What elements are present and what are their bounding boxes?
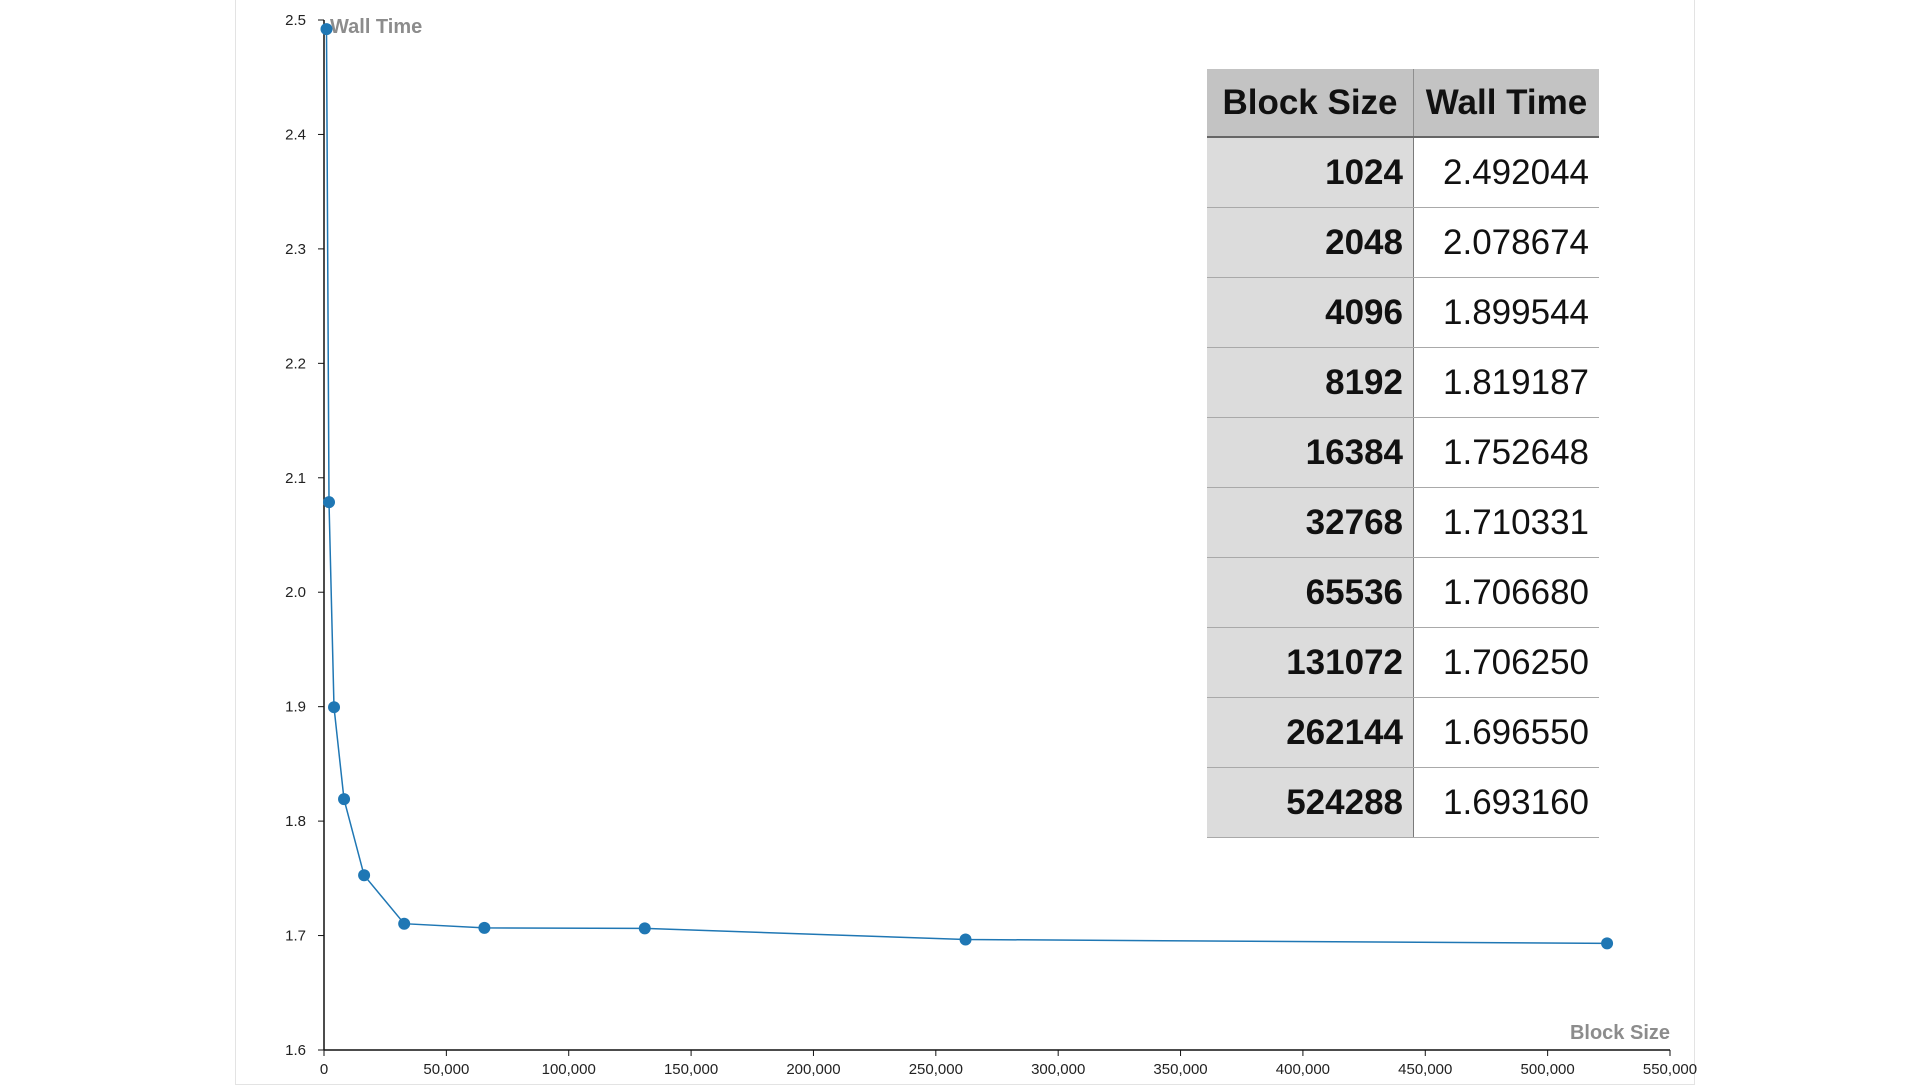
wall-time-cell: 1.693160 (1413, 767, 1599, 838)
wall-time-cell: 1.899544 (1413, 277, 1599, 348)
x-tick-label: 400,000 (1276, 1061, 1330, 1078)
y-axis-title: Wall Time (330, 16, 422, 38)
data-point (358, 869, 371, 882)
table-row: 16384 1.752648 (1207, 417, 1599, 488)
table-header-row: Block Size Wall Time (1207, 69, 1599, 138)
wall-time-cell: 1.706250 (1413, 627, 1599, 698)
y-tick-label: 2.5 (285, 12, 306, 29)
x-tick-label: 500,000 (1521, 1061, 1575, 1078)
x-tick-label: 450,000 (1398, 1061, 1452, 1078)
block-size-cell: 524288 (1207, 767, 1414, 838)
block-size-cell: 1024 (1207, 137, 1414, 208)
block-size-cell: 4096 (1207, 277, 1414, 348)
table-row: 1024 2.492044 (1207, 137, 1599, 208)
data-point (320, 23, 333, 36)
y-tick-label: 2.4 (285, 126, 306, 143)
table-row: 262144 1.696550 (1207, 697, 1599, 768)
block-size-cell: 16384 (1207, 417, 1414, 488)
x-tick-label: 100,000 (542, 1061, 596, 1078)
table-row: 65536 1.706680 (1207, 557, 1599, 628)
wall-time-cell: 1.710331 (1413, 487, 1599, 558)
y-axis: 1.6 1.7 1.8 1.9 2.0 2.1 2.2 2.3 2.4 2.5 (285, 12, 325, 1059)
wall-time-cell: 1.696550 (1413, 697, 1599, 768)
table-row: 2048 2.078674 (1207, 207, 1599, 278)
data-point (638, 922, 651, 935)
y-tick-label: 2.3 (285, 241, 306, 258)
block-size-cell: 65536 (1207, 557, 1414, 628)
x-axis: 0 50,000 100,000 150,000 200,000 250,000 300,0… (320, 1049, 1697, 1078)
block-size-cell: 2048 (1207, 207, 1414, 278)
x-axis-title: Block Size (1570, 1022, 1670, 1044)
x-tick-label: 200,000 (786, 1061, 840, 1078)
block-size-cell: 8192 (1207, 347, 1414, 418)
y-tick-label: 1.7 (285, 928, 306, 945)
data-point (1601, 937, 1614, 950)
y-tick-label: 1.9 (285, 699, 306, 716)
data-point (338, 793, 351, 806)
wall-time-cell: 2.492044 (1413, 137, 1599, 208)
data-point (478, 921, 491, 934)
y-tick-label: 1.8 (285, 813, 306, 830)
wall-time-cell: 1.752648 (1413, 417, 1599, 488)
block-size-cell: 131072 (1207, 627, 1414, 698)
x-tick-label: 50,000 (423, 1061, 469, 1078)
y-tick-label: 2.1 (285, 470, 306, 487)
column-header-block-size: Block Size (1207, 69, 1414, 138)
series-points-group (320, 23, 1614, 950)
x-tick-label: 550,000 (1643, 1061, 1697, 1078)
data-table: Block Size Wall Time 1024 2.492044 2048 2.… (1207, 69, 1599, 838)
x-tick-label: 0 (320, 1061, 328, 1078)
table-row: 32768 1.710331 (1207, 487, 1599, 558)
wall-time-cell: 1.706680 (1413, 557, 1599, 628)
x-tick-label: 250,000 (909, 1061, 963, 1078)
table-row: 131072 1.706250 (1207, 627, 1599, 698)
y-tick-label: 1.6 (285, 1042, 306, 1059)
wall-time-cell: 1.819187 (1413, 347, 1599, 418)
y-tick-label: 2.0 (285, 584, 306, 601)
block-size-cell: 262144 (1207, 697, 1414, 768)
table-row: 524288 1.693160 (1207, 767, 1599, 838)
x-tick-label: 150,000 (664, 1061, 718, 1078)
column-header-wall-time: Wall Time (1413, 69, 1599, 138)
y-tick-label: 2.2 (285, 355, 306, 372)
series-line (325, 29, 1608, 945)
table-row: 8192 1.819187 (1207, 347, 1599, 418)
x-tick-label: 350,000 (1153, 1061, 1207, 1078)
series-line-group (325, 29, 1608, 945)
data-point (323, 496, 336, 509)
table-row: 4096 1.899544 (1207, 277, 1599, 348)
data-point (959, 933, 972, 946)
block-size-cell: 32768 (1207, 487, 1414, 558)
data-point (328, 701, 341, 714)
data-point (398, 917, 411, 930)
x-tick-label: 300,000 (1031, 1061, 1085, 1078)
wall-time-cell: 2.078674 (1413, 207, 1599, 278)
